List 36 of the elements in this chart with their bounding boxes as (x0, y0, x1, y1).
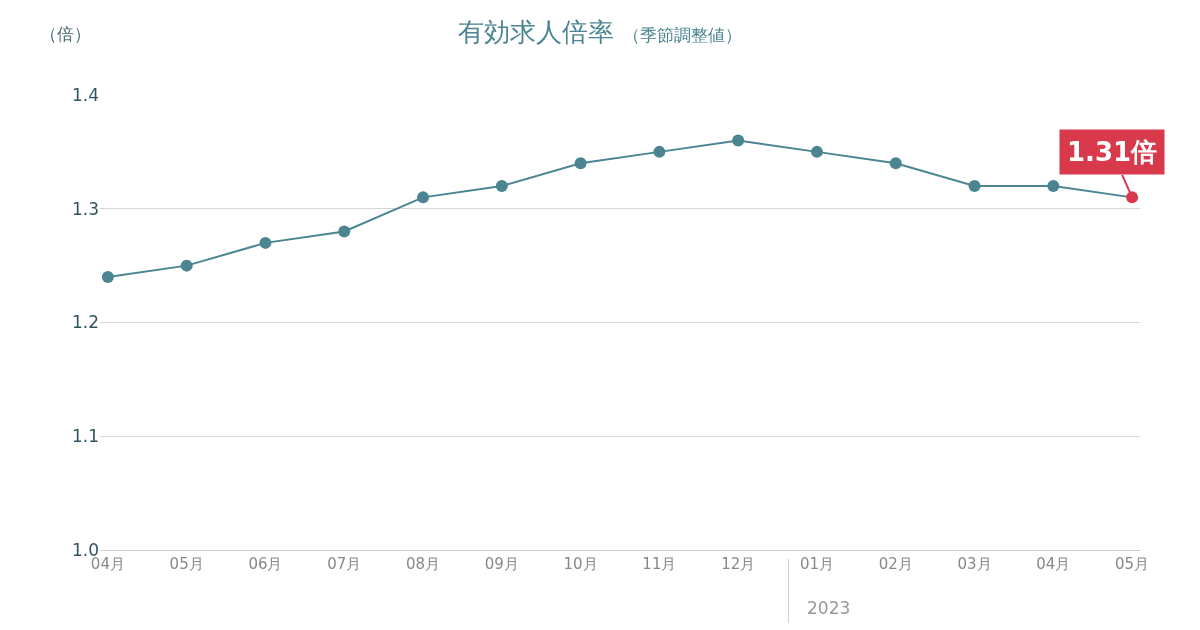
y-tick-label: 1.4 (71, 84, 99, 105)
point (574, 157, 587, 170)
x-tick-label: 04月 (90, 555, 125, 573)
x-tick-label: 09月 (484, 555, 519, 573)
data-label: 1.31倍 (1067, 137, 1158, 167)
point (653, 145, 666, 158)
y-tick-label: 1.3 (71, 198, 99, 219)
x-tick-label: 05月 (169, 555, 204, 573)
x-tick-label: 05月 (1115, 555, 1150, 573)
point (101, 271, 114, 283)
x-tick-label: 02月 (878, 555, 913, 573)
point (810, 145, 823, 158)
text: 2023 (807, 598, 851, 618)
x-tick-label: 03月 (957, 555, 992, 573)
x-tick-label: 04月 (1036, 555, 1071, 573)
point (889, 157, 902, 170)
point (338, 225, 351, 238)
x-tick-label: 10月 (563, 555, 598, 573)
y-tick-label: 1.2 (71, 312, 99, 333)
x-tick-label: 08月 (405, 555, 441, 573)
x-tick-label: 01月 (799, 555, 835, 573)
chart-title: 有効求人倍率 (458, 16, 615, 47)
point (417, 191, 430, 204)
point (1047, 180, 1060, 192)
chart-subtitle: （季節調整値） (622, 24, 742, 45)
y-axis-title: （倍） (40, 24, 91, 44)
point (180, 259, 193, 272)
point (495, 180, 508, 192)
point (968, 180, 981, 192)
x-tick-label: 11月 (642, 555, 677, 573)
x-tick-label: 06月 (248, 555, 283, 573)
y-tick-label: 1.1 (71, 426, 99, 447)
point (732, 134, 745, 147)
x-tick-label: 12月 (721, 555, 756, 573)
point (259, 236, 272, 249)
x-tick-label: 07月 (327, 555, 362, 573)
